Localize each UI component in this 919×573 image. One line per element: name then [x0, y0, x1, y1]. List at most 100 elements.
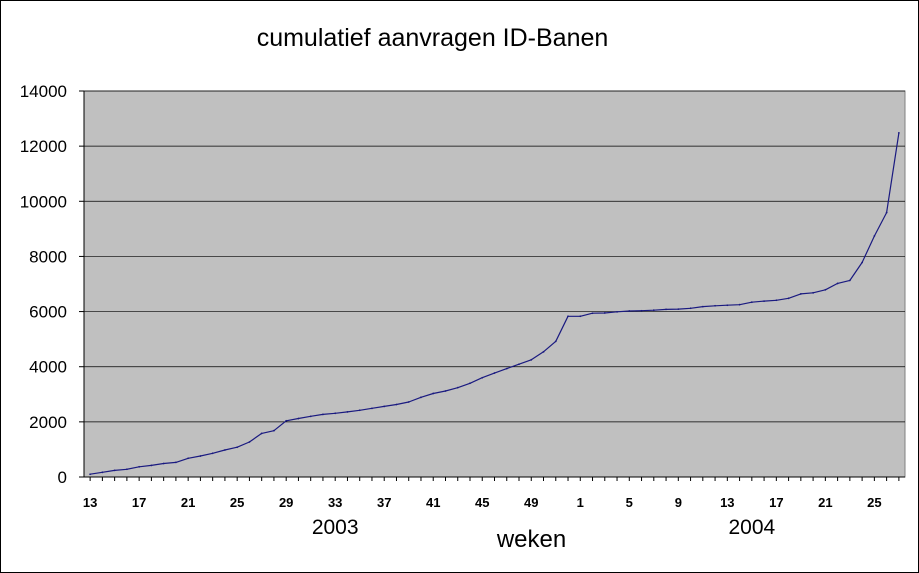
x-tick-label: 1 [577, 495, 584, 510]
x-tick-label: 13 [83, 495, 97, 510]
data-point [383, 405, 386, 408]
x-tick-label: 45 [475, 495, 489, 510]
data-point [322, 413, 324, 416]
data-point [260, 432, 263, 435]
data-point [750, 301, 753, 304]
data-point [591, 312, 594, 315]
x-tick-label: 25 [867, 495, 881, 510]
data-point [346, 411, 349, 413]
data-point [652, 309, 655, 312]
data-point [616, 310, 618, 313]
data-point [689, 307, 692, 310]
data-point [861, 261, 864, 264]
data-point [665, 308, 667, 311]
data-point [432, 392, 435, 395]
data-point [542, 350, 545, 353]
x-tick-label: 49 [524, 495, 538, 510]
plot-area [83, 90, 906, 478]
data-point [395, 403, 398, 406]
y-tick-label: 2000 [29, 413, 67, 432]
data-point [125, 468, 128, 471]
x-axis-title: weken [496, 526, 566, 553]
data-point [456, 386, 459, 389]
year-label: 2003 [312, 516, 359, 539]
data-point [297, 417, 300, 420]
data-point [530, 358, 533, 361]
data-point [799, 293, 802, 295]
y-tick-label: 14000 [20, 82, 67, 101]
data-point [211, 452, 214, 455]
data-point [726, 304, 729, 307]
y-tick-label: 10000 [20, 192, 67, 211]
data-point [113, 469, 116, 472]
data-point [885, 211, 888, 214]
data-point [273, 429, 275, 432]
data-point [603, 312, 606, 314]
x-tick-label: 41 [426, 495, 440, 510]
x-tick-label: 33 [328, 495, 342, 510]
y-tick-label: 0 [58, 468, 67, 487]
data-point [407, 401, 410, 403]
data-point [505, 367, 508, 370]
x-tick-label: 17 [132, 495, 146, 510]
data-point [224, 449, 226, 451]
data-point [701, 305, 704, 308]
x-tick-label: 13 [720, 495, 734, 510]
data-point [469, 382, 471, 385]
year-label: 2004 [728, 516, 775, 539]
data-point [554, 340, 557, 343]
data-point [836, 282, 839, 285]
y-tick-label: 12000 [20, 137, 67, 156]
x-tick-label: 9 [675, 495, 682, 510]
y-tick-label: 4000 [29, 358, 67, 377]
data-point [873, 235, 876, 237]
x-tick-label: 21 [181, 495, 195, 510]
data-point [444, 390, 447, 392]
data-point [579, 315, 582, 318]
data-point [848, 279, 851, 282]
data-point [775, 299, 778, 302]
data-point [248, 441, 251, 443]
data-point [763, 300, 765, 302]
data-point [567, 315, 569, 318]
data-point [640, 309, 643, 312]
data-point [150, 464, 153, 467]
x-tick-label: 29 [279, 495, 293, 510]
data-point [628, 310, 631, 312]
data-point [138, 465, 141, 468]
chart-title: cumulatief aanvragen ID-Banen [256, 24, 609, 52]
data-point [420, 396, 422, 399]
data-point [897, 132, 900, 134]
data-point [285, 419, 288, 422]
data-point [175, 461, 177, 464]
data-point [187, 457, 190, 460]
data-point [371, 407, 373, 410]
y-tick-label: 6000 [29, 303, 67, 322]
y-axis: 0 2000 4000 6000 8000 10000 12000 14000 [20, 82, 85, 487]
data-point [358, 409, 361, 412]
x-tick-label: 37 [377, 495, 391, 510]
data-point [812, 291, 814, 294]
series-layer [89, 132, 900, 476]
y-tick-label: 8000 [29, 247, 67, 266]
data-point [101, 471, 104, 474]
data-point [677, 308, 680, 310]
data-point [824, 288, 827, 291]
x-axis: 13 17 21 25 29 33 37 41 45 49 1 5 9 13 17 21 25 2003 2004 [83, 476, 905, 539]
data-point [236, 446, 239, 449]
data-point [787, 297, 790, 300]
data-point [89, 473, 92, 476]
data-point [199, 455, 202, 457]
data-point [518, 363, 520, 366]
data-point [162, 462, 165, 465]
data-point [714, 304, 716, 307]
grid-lines [84, 90, 905, 423]
x-tick-label: 25 [230, 495, 244, 510]
data-point [309, 415, 312, 418]
data-point [481, 376, 484, 379]
x-tick-label: 17 [769, 495, 783, 510]
data-point [738, 303, 741, 306]
x-tick-label: 21 [818, 495, 832, 510]
x-tick-label: 5 [626, 495, 633, 510]
data-point [493, 372, 496, 374]
